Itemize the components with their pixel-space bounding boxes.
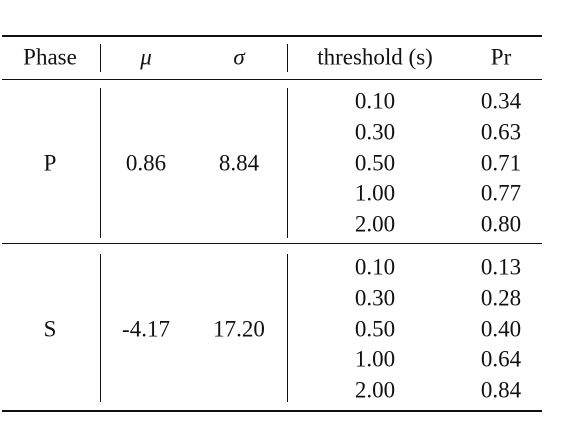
column-divider [100, 254, 101, 402]
threshold-cell: 0.10 [354, 254, 396, 280]
pr-cell: 0.13 [480, 254, 522, 280]
sigma-cell: 8.84 [218, 150, 260, 176]
header-cell: threshold (s) [317, 44, 433, 70]
header-cell: μ [140, 44, 152, 70]
column-divider [100, 88, 101, 238]
phase-cell: P [43, 150, 57, 176]
threshold-cell: 0.30 [354, 285, 396, 311]
threshold-cell: 2.00 [354, 211, 396, 237]
header-rule [2, 79, 542, 80]
mu-cell: 0.86 [125, 150, 167, 176]
column-divider [287, 44, 288, 72]
pr-cell: 0.28 [480, 285, 522, 311]
threshold-cell: 0.50 [354, 150, 396, 176]
header-cell: Phase [23, 44, 77, 70]
group-rule [2, 243, 542, 244]
threshold-cell: 0.50 [354, 316, 396, 342]
sigma-cell: 17.20 [213, 316, 265, 342]
pr-cell: 0.40 [480, 316, 522, 342]
pr-cell: 0.64 [480, 346, 522, 372]
threshold-cell: 0.30 [354, 119, 396, 145]
column-divider [100, 44, 101, 72]
threshold-cell: 1.00 [354, 180, 396, 206]
header-cell: σ [233, 44, 245, 70]
top-rule [2, 35, 542, 37]
pr-cell: 0.34 [480, 88, 522, 114]
phase-cell: S [43, 316, 57, 342]
pr-cell: 0.71 [480, 150, 522, 176]
bottom-rule [2, 410, 542, 412]
pr-cell: 0.63 [480, 119, 522, 145]
header-cell: Pr [490, 44, 512, 70]
threshold-cell: 0.10 [354, 88, 396, 114]
pr-cell: 0.77 [480, 180, 522, 206]
pr-cell: 0.84 [480, 377, 522, 403]
mu-cell: -4.17 [122, 316, 170, 342]
column-divider [287, 254, 288, 402]
column-divider [287, 88, 288, 238]
threshold-cell: 1.00 [354, 346, 396, 372]
threshold-cell: 2.00 [354, 377, 396, 403]
pr-cell: 0.80 [480, 211, 522, 237]
